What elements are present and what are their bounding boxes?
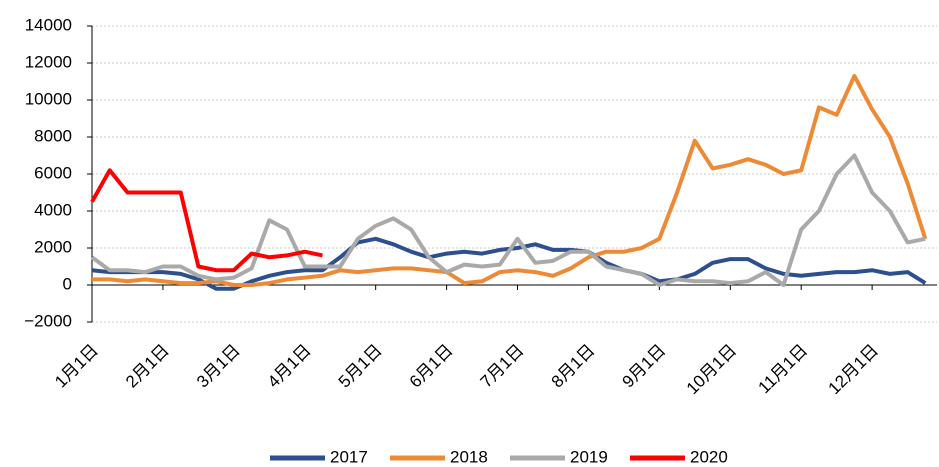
x-tick-label: 8月1日 — [548, 341, 599, 392]
x-tick-label: 2月1日 — [122, 341, 173, 392]
x-tick-label: 7月1日 — [477, 341, 528, 392]
series-line — [90, 153, 926, 287]
x-tick-label: 9月1日 — [619, 341, 670, 392]
y-tick-label: 8000 — [34, 126, 72, 145]
x-tick-label: 11月1日 — [755, 341, 812, 398]
y-tick-label: 2000 — [34, 237, 72, 256]
y-tick-label: 4000 — [34, 200, 72, 219]
series-line — [90, 168, 323, 273]
legend-label: 2017 — [330, 447, 368, 466]
x-tick-label: 6月1日 — [406, 341, 457, 392]
y-tick-label: 14000 — [25, 15, 72, 34]
x-tick-label: 5月1日 — [335, 341, 386, 392]
x-tick-label: 3月1日 — [193, 341, 244, 392]
x-tick-label: 10月1日 — [683, 341, 741, 399]
y-tick-label: 0 — [63, 274, 72, 293]
x-tick-label: 1月1日 — [51, 341, 102, 392]
y-tick-label: 12000 — [25, 52, 72, 71]
y-tick-label: 6000 — [34, 163, 72, 182]
legend-label: 2020 — [690, 447, 728, 466]
legend-label: 2019 — [570, 447, 608, 466]
legend-label: 2018 — [450, 447, 488, 466]
series-line — [92, 73, 928, 287]
x-tick-label: 12月1日 — [825, 341, 883, 399]
y-tick-label: 10000 — [25, 89, 72, 108]
x-tick-label: 4月1日 — [264, 341, 315, 392]
y-tick-label: −2000 — [24, 311, 72, 330]
